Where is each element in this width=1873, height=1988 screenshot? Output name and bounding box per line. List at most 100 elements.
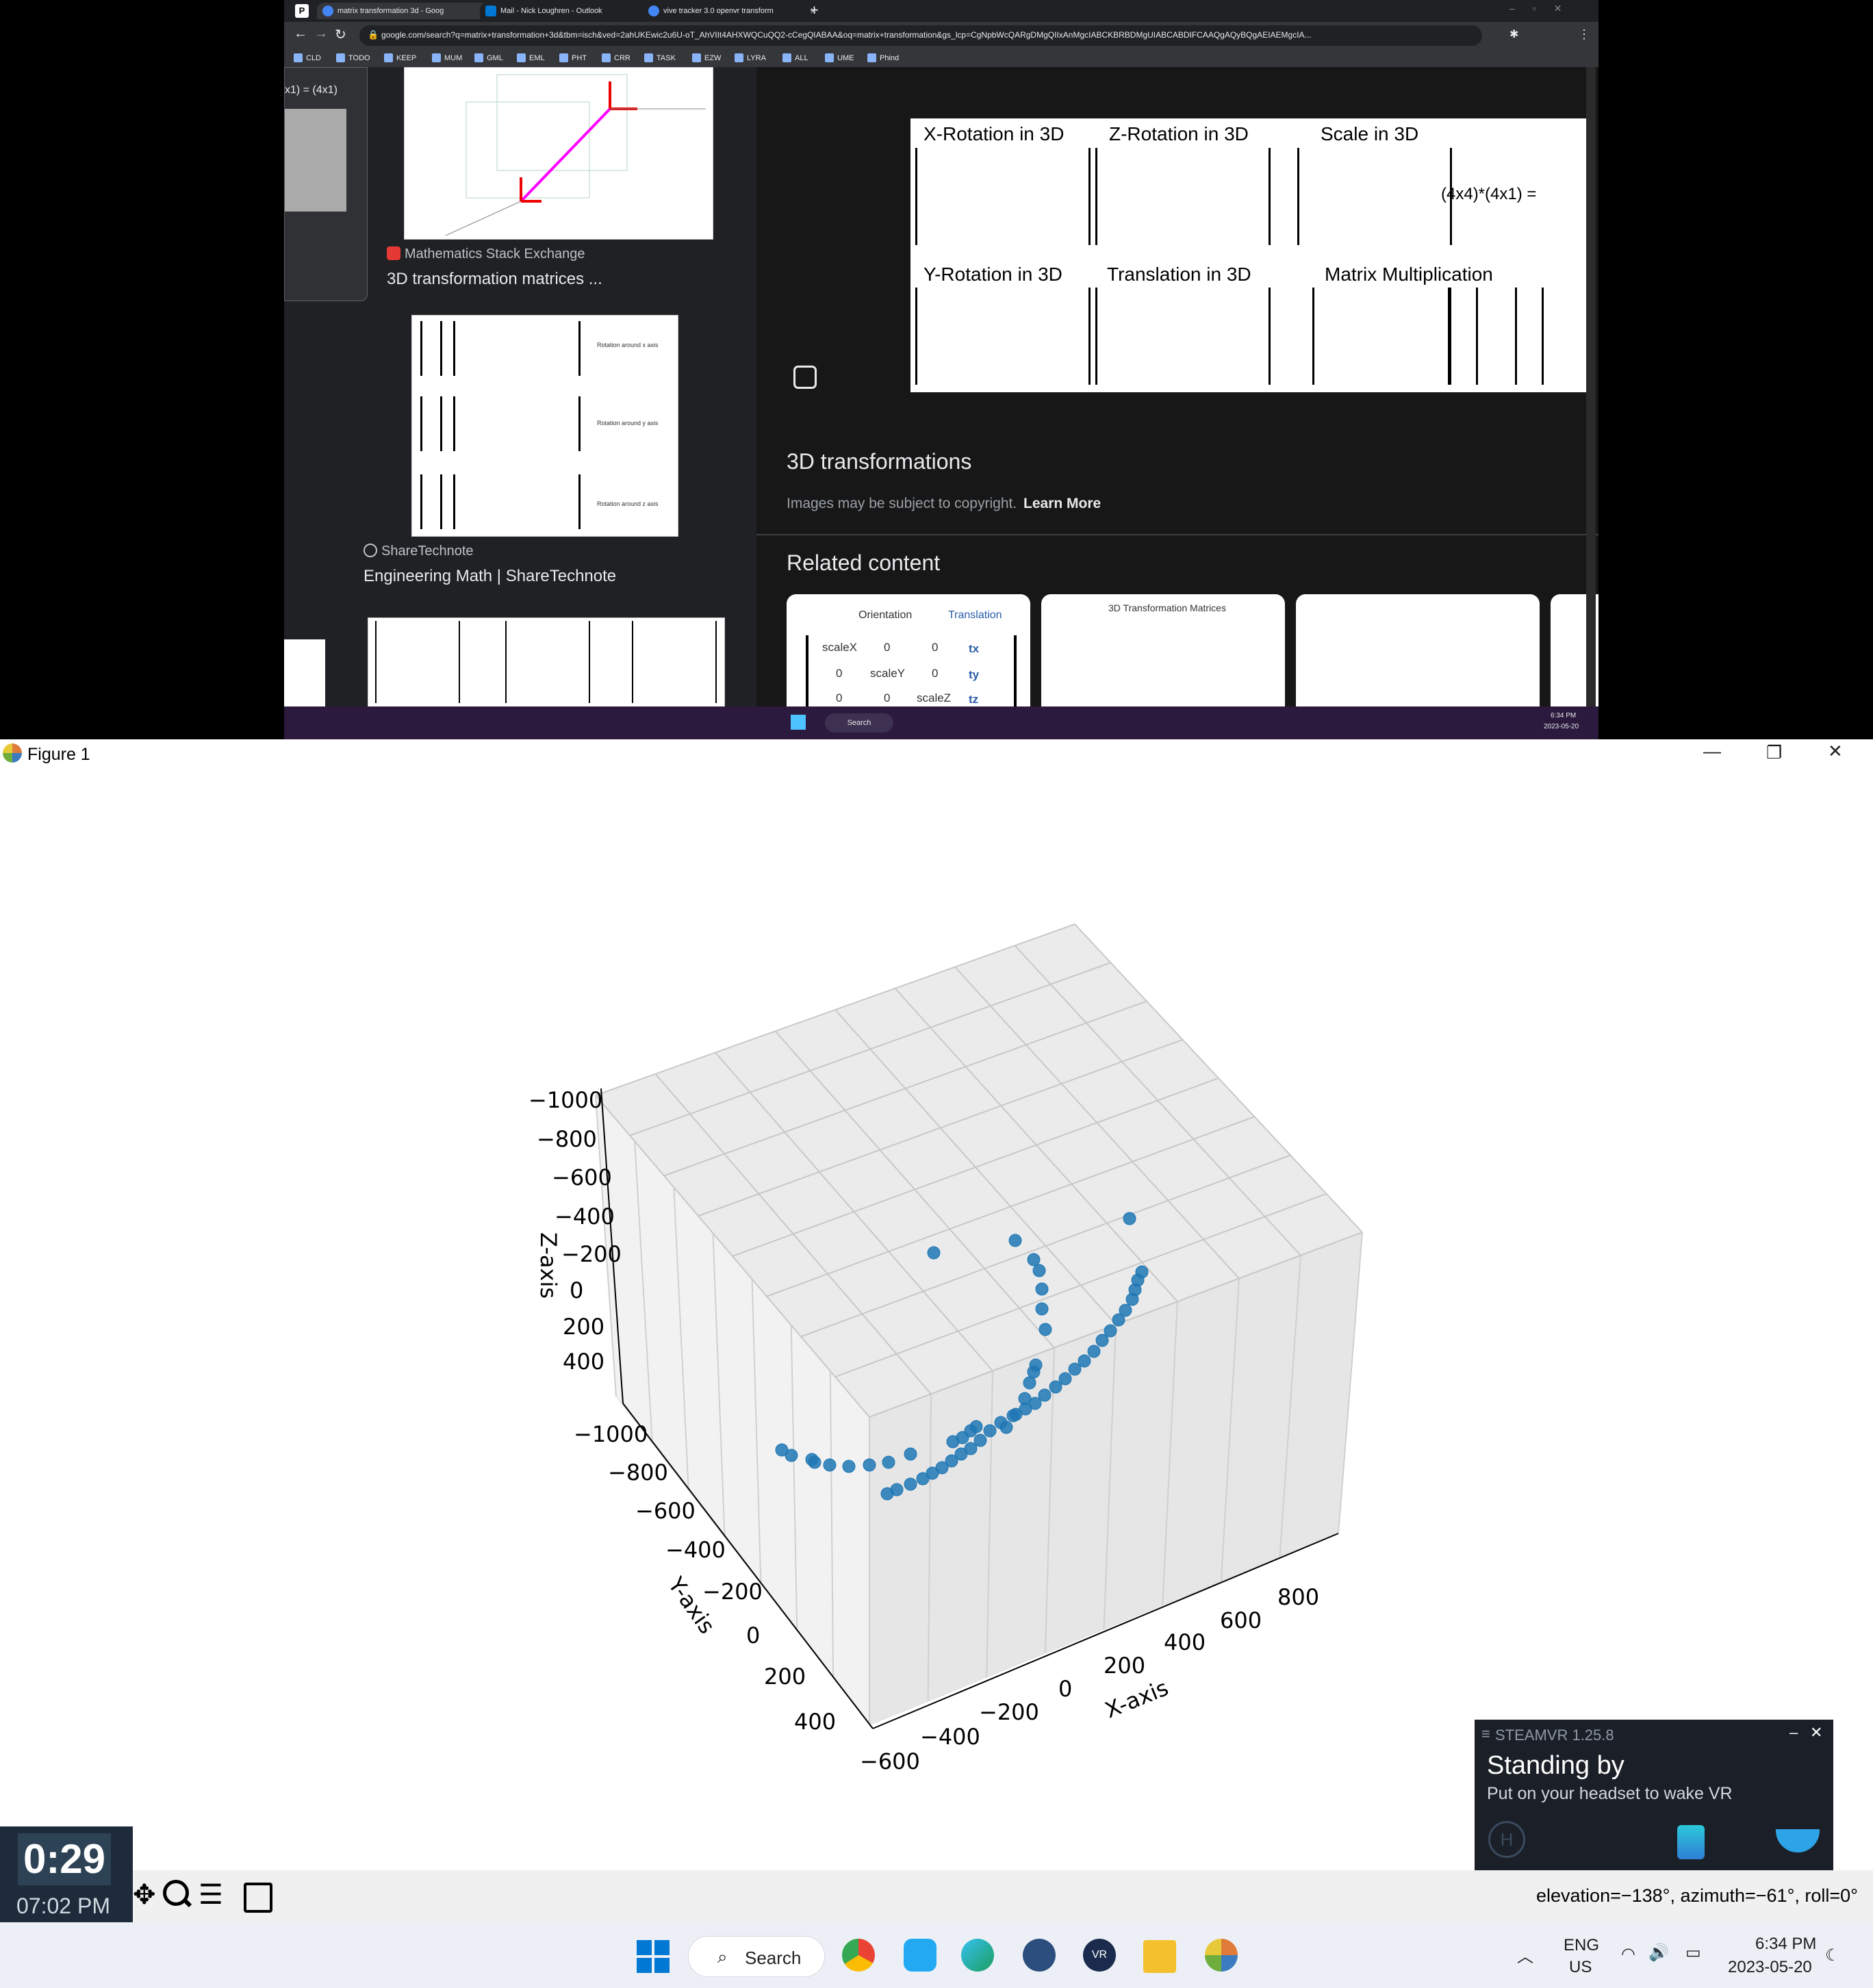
- lens-icon[interactable]: [793, 366, 817, 389]
- result2-title[interactable]: Engineering Math | ShareTechnote: [364, 567, 617, 585]
- learn-more-link[interactable]: Learn More: [1023, 496, 1101, 511]
- vr-icon[interactable]: VR: [1083, 1939, 1116, 1972]
- translation-label: Translation: [948, 609, 1002, 621]
- configure-icon[interactable]: ☰: [199, 1880, 223, 1910]
- bookmark-ume[interactable]: UME: [825, 51, 854, 65]
- bookmark-lyra[interactable]: LYRA: [735, 51, 766, 65]
- region-label: US: [1569, 1958, 1592, 1976]
- bookmark-keep[interactable]: KEEP: [384, 51, 416, 65]
- result3-thumbnail[interactable]: [368, 617, 725, 708]
- language-label[interactable]: ENG: [1564, 1936, 1600, 1954]
- bookmark-label: TODO: [348, 54, 370, 62]
- preview-scrollbar[interactable]: [1586, 67, 1596, 706]
- steamvr-panel[interactable]: STEAMVR 1.25.8 ≡ – ✕ Standing by Put on …: [1475, 1720, 1833, 1876]
- extensions-icon[interactable]: ✱: [1509, 29, 1519, 40]
- edge-icon[interactable]: [961, 1939, 994, 1972]
- preview-image[interactable]: [910, 118, 1588, 392]
- clock-date[interactable]: 2023-05-20: [1728, 1958, 1812, 1976]
- grid-line: [732, 1078, 1219, 1257]
- taskbar-search[interactable]: ⌕ Search: [688, 1936, 825, 1977]
- bookmark-mum[interactable]: MUM: [432, 51, 462, 65]
- restore-icon[interactable]: ❐: [1766, 742, 1783, 763]
- chevron-up-icon[interactable]: ︿: [1517, 1948, 1533, 1966]
- cell-zero: 0: [836, 667, 843, 680]
- left-result-card[interactable]: x1) = (4x1): [284, 67, 368, 301]
- bookmark-icon: [735, 53, 743, 62]
- tab-outlook[interactable]: Mail - Nick Loughren - Outlook ✕: [480, 3, 658, 19]
- matrix-bracket: [915, 148, 1091, 245]
- orientation-label: Orientation: [858, 609, 913, 621]
- chrome-icon[interactable]: [842, 1939, 875, 1972]
- clock-time[interactable]: 6:34 PM: [1755, 1935, 1817, 1953]
- new-tab-icon[interactable]: +: [810, 1, 819, 18]
- matrix-shape: [420, 321, 442, 376]
- result2-thumbnail[interactable]: Rotation around x axis Rotation around y…: [411, 315, 678, 537]
- vscode-icon[interactable]: [904, 1939, 936, 1972]
- bookmark-phind[interactable]: Phind: [867, 51, 899, 65]
- cell-zero: 0: [836, 691, 843, 704]
- tab-matrix[interactable]: matrix transformation 3d - Goog ✕: [317, 3, 495, 19]
- address-bar[interactable]: 🔒 google.com/search?q=matrix+transformat…: [359, 25, 1482, 46]
- settings-icon[interactable]: [1023, 1939, 1056, 1972]
- steamvr-menu-icon[interactable]: ≡: [1481, 1725, 1490, 1742]
- bookmark-label: PHT: [572, 54, 587, 62]
- save-icon[interactable]: [244, 1883, 272, 1913]
- matrix-shape: [632, 621, 717, 703]
- bookmark-icon: [294, 53, 303, 62]
- grid-line: [751, 1279, 762, 1585]
- zoom-icon[interactable]: [163, 1880, 189, 1906]
- z-tick-label: 200: [563, 1314, 604, 1340]
- battery-icon[interactable]: ▭: [1685, 1944, 1701, 1962]
- grid-line: [712, 1233, 726, 1538]
- tab-vive[interactable]: vive tracker 3.0 openvr transform ✕: [643, 3, 821, 19]
- plot-3d[interactable]: −1000−800−600−400−2000200400−1000−800−60…: [0, 769, 1873, 1899]
- data-point: [1068, 1362, 1082, 1376]
- bookmark-eml[interactable]: EML: [517, 51, 545, 65]
- close-icon[interactable]: ✕: [1810, 1724, 1823, 1741]
- outlook-icon: [485, 5, 496, 16]
- header-x-rotation: X-Rotation in 3D: [923, 123, 1065, 144]
- matplotlib-task-icon[interactable]: [1205, 1939, 1238, 1972]
- volume-icon[interactable]: 🔊: [1648, 1944, 1669, 1962]
- result2-source[interactable]: ShareTechnote: [364, 544, 474, 559]
- minimize-icon[interactable]: —: [1703, 741, 1721, 761]
- forward-icon[interactable]: →: [314, 26, 328, 41]
- minimize-icon[interactable]: –: [1789, 1724, 1798, 1741]
- pan-icon[interactable]: ✥: [133, 1880, 156, 1910]
- steamvr-status: Standing by: [1487, 1751, 1624, 1780]
- bookmark-crr[interactable]: CRR: [602, 51, 630, 65]
- bookmark-ezw[interactable]: EZW: [692, 51, 721, 65]
- taskbar-search[interactable]: Search: [825, 713, 893, 732]
- related-card-3[interactable]: [1296, 594, 1540, 706]
- source-label: Mathematics Stack Exchange: [405, 246, 585, 262]
- result1-thumbnail[interactable]: [404, 67, 713, 240]
- profile-icon[interactable]: P: [295, 4, 309, 18]
- start-icon[interactable]: [791, 715, 806, 730]
- menu-icon[interactable]: ⋮: [1578, 27, 1590, 41]
- grid-line: [673, 1187, 689, 1491]
- x-tick-label: −200: [979, 1699, 1039, 1725]
- back-icon[interactable]: ←: [294, 26, 307, 41]
- y-tick-label: −200: [702, 1579, 763, 1605]
- related-card-2[interactable]: 3D Transformation Matrices: [1041, 594, 1285, 706]
- top-taskbar: Search 6:34 PM 2023-05-20: [284, 706, 1598, 739]
- result1-source[interactable]: Mathematics Stack Exchange: [387, 246, 585, 262]
- bookmark-cld[interactable]: CLD: [294, 51, 321, 65]
- close-icon[interactable]: ✕: [809, 6, 817, 16]
- result1-title[interactable]: 3D transformation matrices ...: [387, 270, 602, 288]
- wifi-icon[interactable]: ◠: [1621, 1945, 1635, 1963]
- bookmark-gml[interactable]: GML: [474, 51, 503, 65]
- related-card-1[interactable]: Orientation Translation scaleX 0 0 tx 0 …: [787, 594, 1030, 706]
- start-icon[interactable]: [637, 1940, 670, 1973]
- focus-icon[interactable]: ☾: [1825, 1946, 1840, 1965]
- bookmark-todo[interactable]: TODO: [336, 51, 370, 65]
- bookmark-pht[interactable]: PHT: [559, 51, 587, 65]
- z-tick-label: −800: [537, 1126, 597, 1152]
- close-icon[interactable]: ✕: [1828, 741, 1843, 761]
- file-explorer-icon[interactable]: [1143, 1940, 1176, 1973]
- x-axis-label: X-axis: [1101, 1674, 1172, 1723]
- windows-taskbar: ⌕ Search VR ︿ ENG US ◠ 🔊 ▭ 6:34 PM 2023-…: [0, 1922, 1873, 1988]
- reload-icon[interactable]: ↻: [335, 27, 346, 42]
- bookmark-task[interactable]: TASK: [644, 51, 676, 65]
- bookmark-all[interactable]: ALL: [782, 51, 808, 65]
